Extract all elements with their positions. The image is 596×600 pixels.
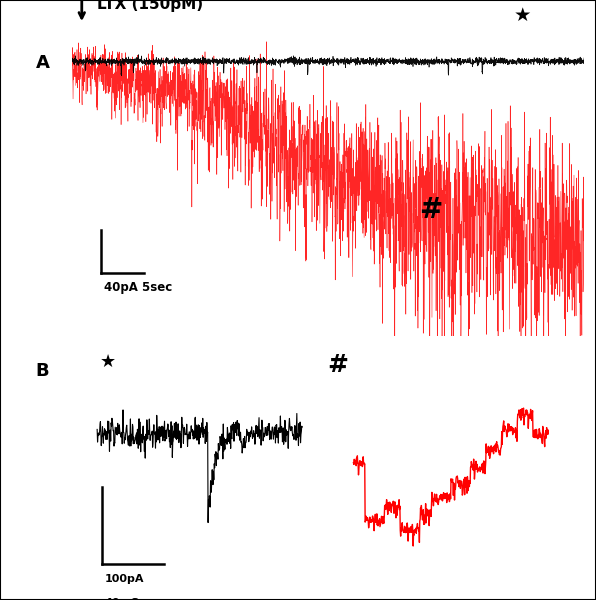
Text: ★: ★	[100, 353, 116, 371]
Text: B: B	[36, 362, 49, 380]
Text: 40mS: 40mS	[105, 598, 140, 600]
Text: ★: ★	[514, 6, 531, 25]
Text: LTX (150pM): LTX (150pM)	[97, 0, 203, 12]
Text: 100pA: 100pA	[105, 574, 144, 584]
Text: #: #	[418, 196, 442, 224]
Text: #: #	[328, 353, 349, 377]
Text: A: A	[36, 54, 49, 72]
Text: 40pA 5sec: 40pA 5sec	[104, 281, 172, 294]
